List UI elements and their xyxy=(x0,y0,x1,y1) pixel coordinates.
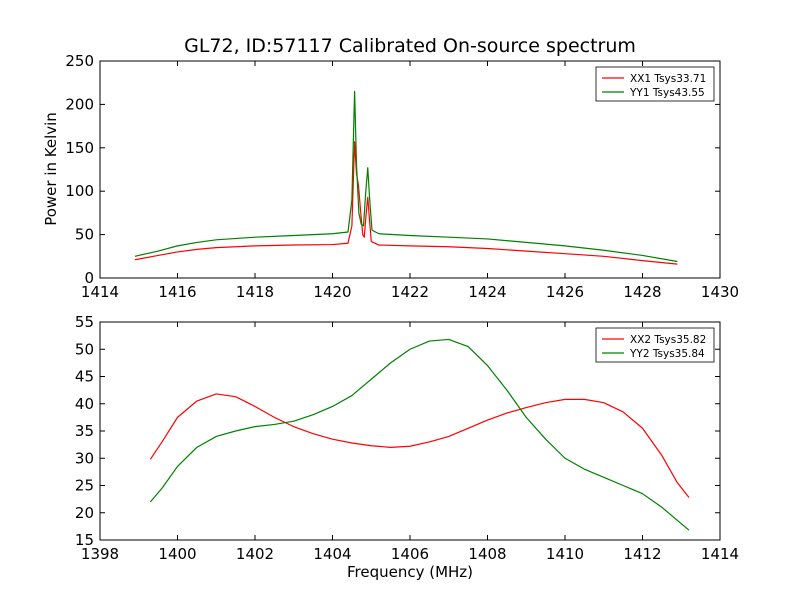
bottom-y-tick-label: 50 xyxy=(75,340,94,358)
bottom-y-tick-label: 25 xyxy=(75,477,94,495)
top-x-tick-label: 1418 xyxy=(236,283,274,301)
chart-title: GL72, ID:57117 Calibrated On-source spec… xyxy=(184,35,636,57)
bottom-y-tick-label: 30 xyxy=(75,449,94,467)
top-legend-box xyxy=(595,66,715,102)
x-axis-label: Frequency (MHz) xyxy=(347,563,473,581)
bottom-x-tick-label: 1404 xyxy=(313,545,351,563)
bottom-y-tick-label: 40 xyxy=(75,395,94,413)
top-x-tick-label: 1420 xyxy=(313,283,351,301)
top-x-tick-label: 1430 xyxy=(701,283,739,301)
top-legend-label-2: YY1 Tsys43.55 xyxy=(629,87,705,99)
bottom-x-tick-label: 1410 xyxy=(546,545,584,563)
bottom-y-tick-label: 15 xyxy=(75,531,94,549)
top-x-tick-label: 1428 xyxy=(623,283,661,301)
bottom-y-tick-label: 55 xyxy=(75,313,94,331)
top-x-tick-label: 1416 xyxy=(158,283,196,301)
bottom-legend-label-1: XX2 Tsys35.82 xyxy=(630,334,706,346)
bottom-series-line-1 xyxy=(149,393,690,498)
top-x-tick-label: 1426 xyxy=(546,283,584,301)
bottom-x-tick-label: 1414 xyxy=(701,545,739,563)
bottom-panel: 1398 1400 1402 1404 1406 1408 1410 1412 1414 15 20… xyxy=(75,313,739,563)
top-x-tick-label: 1414 xyxy=(81,283,119,301)
bottom-y-tick-label: 35 xyxy=(75,422,94,440)
top-x-tick-label: 1424 xyxy=(468,283,506,301)
bottom-x-tick-label: 1400 xyxy=(158,545,196,563)
top-y-tick-label: 50 xyxy=(75,226,94,244)
top-y-tick-label: 250 xyxy=(65,52,94,70)
bottom-legend-box xyxy=(595,327,715,363)
bottom-x-tick-label: 1408 xyxy=(468,545,506,563)
y-axis-label: Power in Kelvin xyxy=(42,112,60,226)
top-y-tick-label: 150 xyxy=(65,139,94,157)
bottom-x-tick-label: 1412 xyxy=(623,545,661,563)
top-y-tick-label: 0 xyxy=(84,269,94,287)
top-legend-label-1: XX1 Tsys33.71 xyxy=(630,73,706,85)
bottom-y-tick-label: 20 xyxy=(75,504,94,522)
top-x-tick-label: 1422 xyxy=(391,283,429,301)
bottom-x-tick-label: 1406 xyxy=(391,545,429,563)
bottom-x-tick-label: 1398 xyxy=(81,545,119,563)
top-y-tick-label: 200 xyxy=(65,95,94,113)
top-y-tick-label: 100 xyxy=(65,182,94,200)
bottom-legend-label-2: YY2 Tsys35.84 xyxy=(629,348,705,360)
bottom-y-tick-label: 45 xyxy=(75,368,94,386)
bottom-series-line-2 xyxy=(149,338,690,531)
top-series-line-1 xyxy=(134,141,678,265)
top-series-line-2 xyxy=(134,90,678,263)
top-panel: 1414 1416 1418 1420 1422 1424 1426 1428 1430 0 50 1… xyxy=(65,52,739,301)
bottom-x-tick-label: 1402 xyxy=(236,545,274,563)
